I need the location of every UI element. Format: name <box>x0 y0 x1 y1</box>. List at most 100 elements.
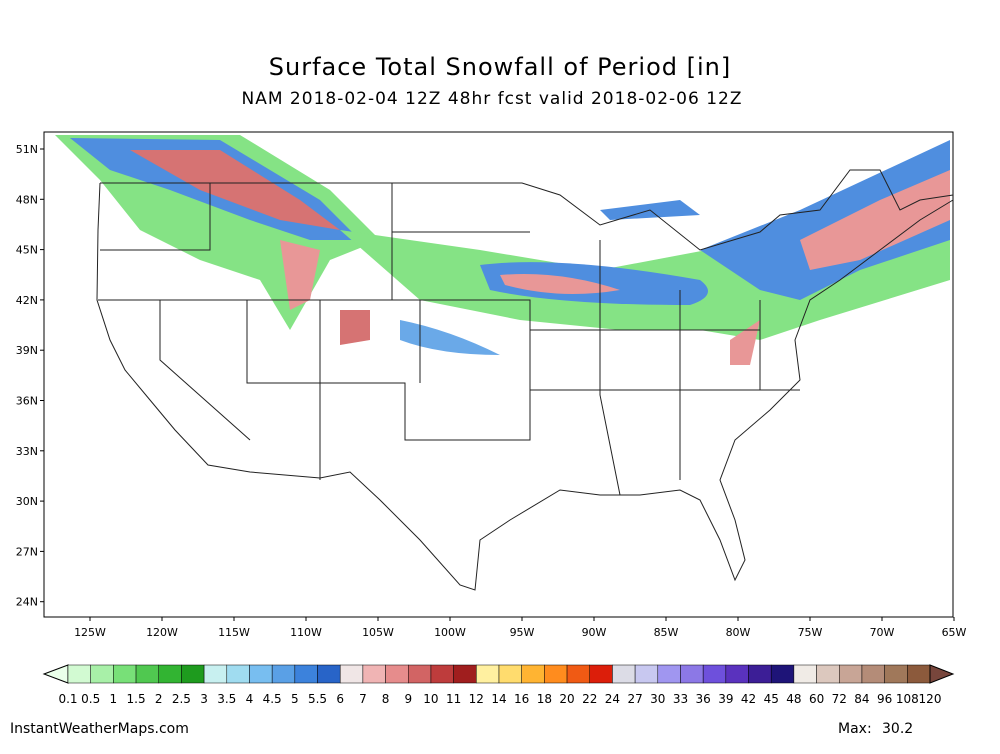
colorbar-label: 36 <box>696 692 711 706</box>
colorbar-box <box>453 664 477 684</box>
colorbar-label: 22 <box>582 692 597 706</box>
lat-label: 48N <box>16 193 38 206</box>
colorbar-box <box>181 664 205 684</box>
colorbar-box <box>135 664 159 684</box>
colorbar-label: 27 <box>627 692 642 706</box>
colorbar-label: 1 <box>110 692 118 706</box>
lon-label: 85W <box>654 626 679 639</box>
colorbar-label: 2.5 <box>172 692 191 706</box>
colorbar-label: 24 <box>605 692 620 706</box>
lon-label: 90W <box>582 626 607 639</box>
colorbar-label: 108 <box>896 692 919 706</box>
colorbar-box <box>294 664 318 684</box>
colorbar-label: 12 <box>469 692 484 706</box>
colorbar-box <box>634 664 659 684</box>
colorbar-box <box>907 664 931 684</box>
colorbar-label: 2 <box>155 692 163 706</box>
colorbar-box <box>566 664 590 684</box>
colorbar-label: 3 <box>200 692 208 706</box>
colorbar-label: 16 <box>514 692 529 706</box>
lat-label: 27N <box>16 545 38 558</box>
colorbar-box <box>317 664 341 684</box>
max-label: Max: <box>838 721 872 737</box>
lon-label: 115W <box>218 626 250 639</box>
colorbar-box <box>362 664 386 684</box>
lon-label: 100W <box>434 626 466 639</box>
lon-label: 120W <box>146 626 178 639</box>
colorbar-label: 7 <box>359 692 367 706</box>
title: Surface Total Snowfall of Period [in] <box>269 53 731 81</box>
lon-label: 125W <box>74 626 106 639</box>
colorbar-box <box>770 664 795 684</box>
lon-label: 70W <box>870 626 895 639</box>
colorbar-box <box>271 664 296 684</box>
colorbar-label: 39 <box>718 692 733 706</box>
colorbar-label: 14 <box>491 692 506 706</box>
colorbar-box <box>67 664 91 684</box>
lon-label: 95W <box>510 626 535 639</box>
colorbar-label: 0.1 <box>58 692 77 706</box>
colorbar-box <box>816 664 840 684</box>
lat-label: 39N <box>16 344 38 357</box>
colorbar-label: 10 <box>423 692 438 706</box>
colorbar-box <box>203 664 228 684</box>
colorbar-box <box>339 664 364 684</box>
colorbar-end <box>42 664 69 684</box>
snow-areas <box>55 135 950 365</box>
colorbar-label: 45 <box>764 692 779 706</box>
colorbar-label: 84 <box>854 692 869 706</box>
colorbar-label: 33 <box>673 692 688 706</box>
lon-label: 65W <box>942 626 967 639</box>
lon-label: 105W <box>362 626 394 639</box>
boundaries <box>96 169 954 591</box>
colorbar-box <box>385 664 409 684</box>
colorbar-box <box>430 664 454 684</box>
colorbar-box <box>90 664 114 684</box>
colorbar-box <box>702 664 727 684</box>
colorbar-label: 72 <box>832 692 847 706</box>
colorbar-label: 4 <box>246 692 254 706</box>
lon-label: 110W <box>290 626 322 639</box>
lat-label: 42N <box>16 294 38 307</box>
colorbar-box <box>748 664 772 684</box>
colorbar-box <box>408 664 432 684</box>
subtitle: NAM 2018-02-04 12Z 48hr fcst valid 2018-… <box>242 89 743 109</box>
lat-label: 36N <box>16 395 38 408</box>
colorbar-box <box>657 664 681 684</box>
colorbar-box <box>476 664 500 684</box>
colorbar-box <box>725 664 749 684</box>
colorbar-label: 5 <box>291 692 299 706</box>
colorbar-box <box>680 664 704 684</box>
map <box>43 131 954 618</box>
colorbar-label: 5.5 <box>308 692 327 706</box>
source: InstantWeatherMaps.com <box>10 721 189 737</box>
max-value: 30.2 <box>882 721 913 737</box>
colorbar-label: 11 <box>446 692 461 706</box>
colorbar-label: 120 <box>919 692 942 706</box>
colorbar-label: 3.5 <box>217 692 236 706</box>
colorbar-box <box>589 664 613 684</box>
colorbar-box <box>226 664 250 684</box>
colorbar-label: 48 <box>786 692 801 706</box>
colorbar: 0.1 0.5 1 1.5 2 2.5 3 3.5 4 4.5 5 5.5 6 7 8 9 10 11 12 14 16… <box>42 664 955 706</box>
colorbar-label: 20 <box>559 692 574 706</box>
colorbar-label: 1.5 <box>127 692 146 706</box>
lat-label: 33N <box>16 445 38 458</box>
colorbar-box <box>861 664 885 684</box>
colorbar-box <box>884 664 908 684</box>
colorbar-box <box>839 664 863 684</box>
colorbar-box <box>521 664 545 684</box>
colorbar-end <box>929 664 955 684</box>
lat-label: 24N <box>16 596 38 609</box>
colorbar-label: 60 <box>809 692 824 706</box>
lat-label: 45N <box>16 244 38 257</box>
lon-label: 75W <box>798 626 823 639</box>
colorbar-box <box>113 664 137 684</box>
colorbar-label: 6 <box>336 692 344 706</box>
lat-label: 30N <box>16 495 38 508</box>
colorbar-label: 0.5 <box>81 692 100 706</box>
colorbar-box <box>544 664 568 684</box>
colorbar-label: 4.5 <box>263 692 282 706</box>
colorbar-label: 30 <box>650 692 665 706</box>
colorbar-box <box>498 664 522 684</box>
